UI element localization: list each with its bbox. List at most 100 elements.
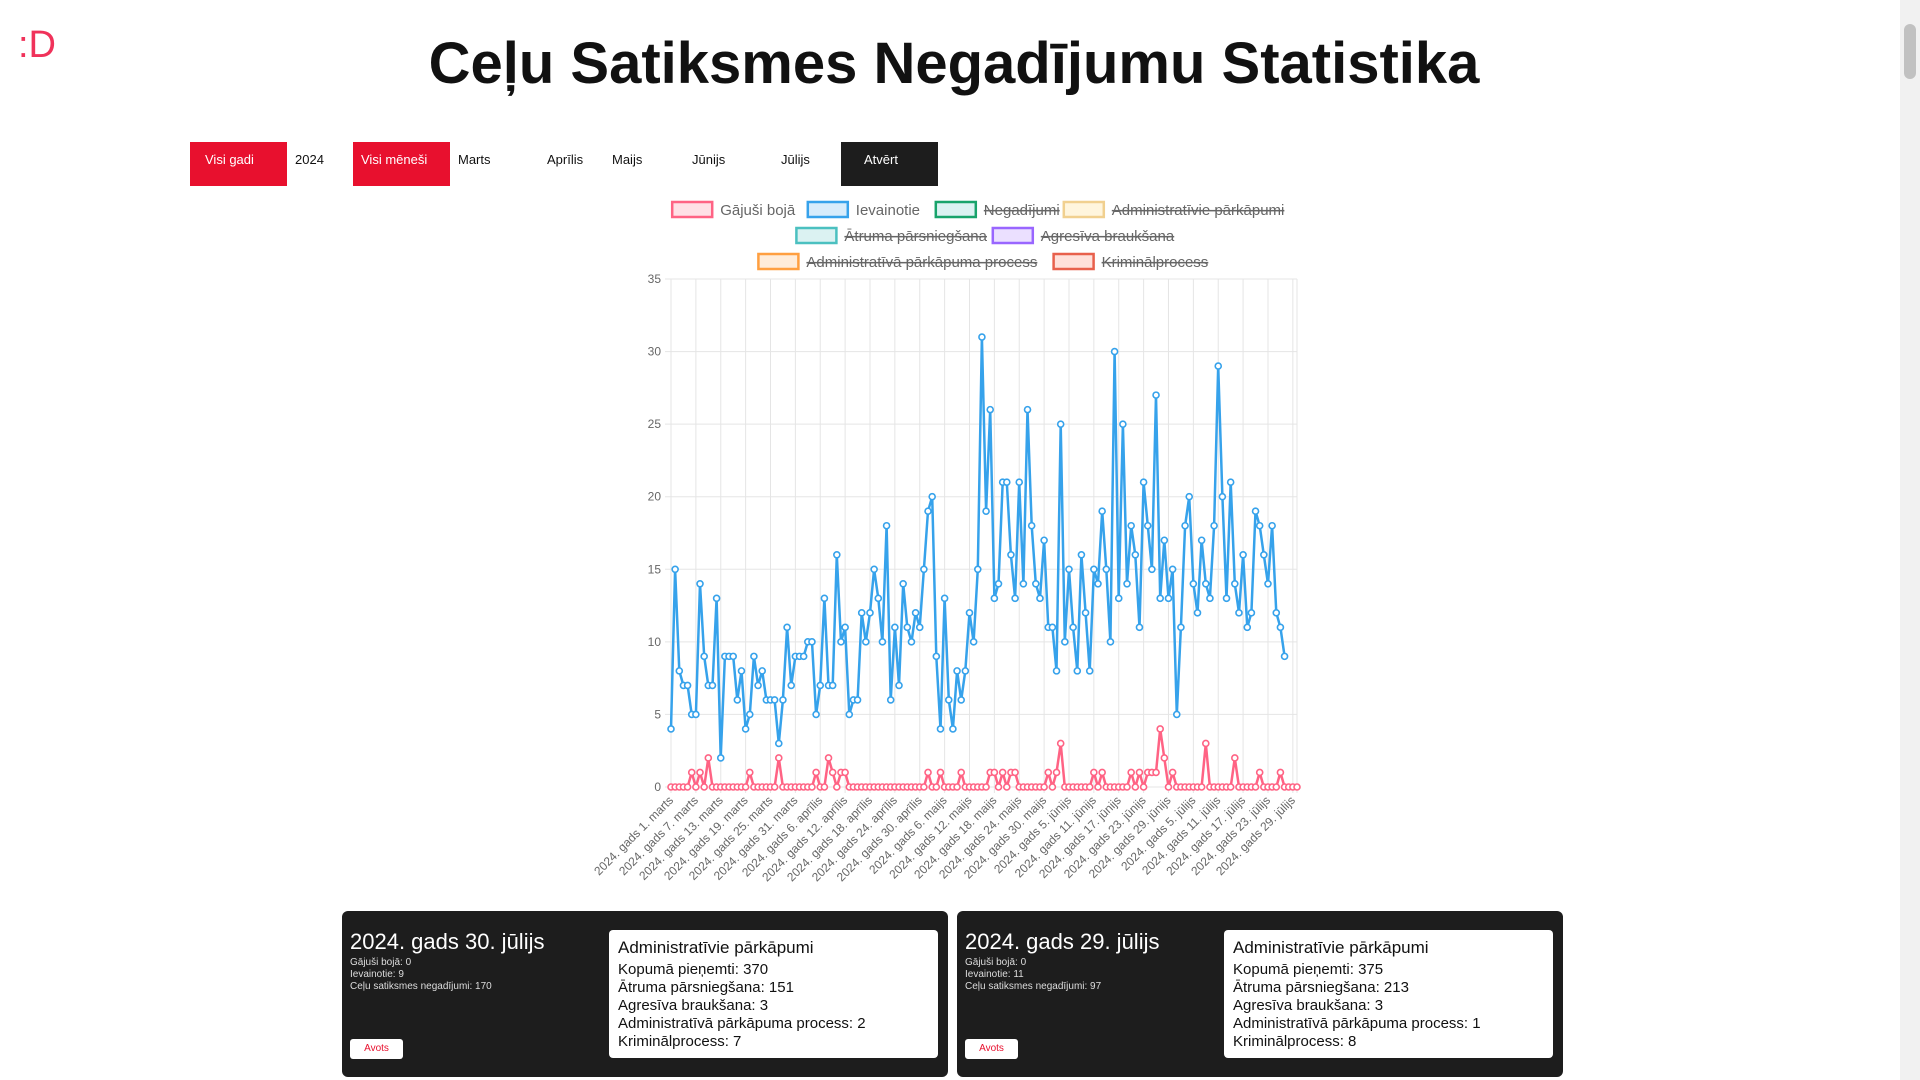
data-point (833, 550, 841, 559)
data-point (816, 681, 825, 690)
legend-swatch (1052, 252, 1095, 271)
y-tick-label: 10 (648, 635, 662, 649)
data-point (1276, 623, 1285, 632)
data-point (704, 754, 713, 762)
data-point (750, 652, 758, 661)
data-point (1052, 667, 1061, 675)
data-point (1044, 768, 1053, 777)
data-point (696, 768, 704, 777)
legend-label-1: Gājuši bojā (720, 202, 796, 219)
data-point (737, 667, 746, 675)
data-point (944, 696, 953, 704)
source-button[interactable]: Avots (965, 1039, 1018, 1059)
month-aprilis-button[interactable]: Aprīlis (547, 152, 584, 167)
source-button[interactable]: Avots (350, 1039, 403, 1059)
data-point (687, 768, 696, 777)
legend-swatch (670, 200, 714, 219)
card-accidents: Ceļu satiksmes negadījumi: 170 (350, 981, 492, 992)
year-2024-button[interactable]: 2024 (295, 152, 324, 167)
violations-speeding: Ātruma pārsniegšana: 213 (1233, 979, 1409, 996)
data-point (969, 638, 978, 646)
data-point (998, 768, 1007, 777)
y-tick-label: 5 (654, 707, 661, 721)
data-point (965, 609, 974, 617)
all-years-button[interactable]: Visi gadi (190, 142, 287, 186)
legend-label-7: Administratīvā pārkāpuma process (806, 254, 1037, 271)
legend-label-4: Administratīvie pārkāpumi (1112, 202, 1285, 219)
violations-title: Administratīvie pārkāpumi (1233, 938, 1429, 957)
legend-swatch (934, 200, 978, 219)
all-months-button[interactable]: Visi mēneši (353, 142, 450, 186)
data-point (745, 710, 754, 719)
data-point (1148, 565, 1156, 574)
data-point (1036, 594, 1044, 603)
month-marts-button[interactable]: Marts (458, 152, 491, 167)
data-point (833, 783, 841, 791)
violations-box: Administratīvie pārkāpumi Kopumā pieņemt… (1224, 930, 1553, 1058)
data-point (1164, 783, 1173, 791)
data-point (1197, 536, 1206, 545)
data-point (878, 638, 887, 646)
data-point (1094, 579, 1102, 588)
data-point (940, 594, 949, 603)
data-point (932, 783, 941, 791)
legend-label-6: Agresīva braukšana (1041, 228, 1175, 245)
data-point (982, 507, 990, 516)
data-point (1056, 420, 1065, 428)
data-point (741, 725, 750, 733)
card-summary: Gājuši bojā: 0 Ievainotie: 9 Ceļu satiks… (350, 957, 492, 993)
logo[interactable]: :D (18, 24, 56, 66)
data-point (841, 768, 849, 777)
data-point (824, 754, 833, 762)
scrollbar[interactable] (1900, 0, 1920, 1080)
data-point (716, 754, 725, 762)
data-point (708, 681, 717, 690)
data-point (1090, 768, 1098, 777)
y-tick-label: 0 (654, 780, 661, 794)
month-maijs-button[interactable]: Maijs (612, 152, 643, 167)
page-title: Ceļu Satiksmes Negadījumu Statistika (428, 31, 1480, 96)
data-point (692, 783, 700, 791)
data-point (741, 783, 750, 791)
month-junijs-button[interactable]: Jūnijs (692, 152, 726, 167)
violations-admin-process: Administratīvā pārkāpuma process: 1 (1233, 1015, 1481, 1032)
data-point (1272, 609, 1281, 617)
data-point (928, 492, 936, 501)
legend-swatch (1062, 200, 1106, 219)
card-injured: Ievainotie: 9 (350, 969, 404, 980)
data-point (828, 768, 837, 777)
data-point (1123, 579, 1131, 588)
data-point (1189, 579, 1198, 588)
data-point (841, 623, 849, 632)
data-point (1164, 594, 1173, 603)
data-point (1085, 667, 1094, 675)
data-point (1085, 783, 1094, 791)
data-point (787, 681, 796, 690)
data-point (1069, 623, 1077, 632)
data-point (700, 783, 708, 791)
open-button[interactable]: Atvērt (841, 142, 938, 186)
data-point (982, 783, 990, 791)
data-point (961, 667, 970, 675)
data-point (1243, 623, 1252, 632)
data-point (978, 333, 986, 341)
data-point (1007, 550, 1015, 559)
scrollbar-thumb[interactable] (1904, 24, 1916, 79)
violations-aggressive: Agresīva braukšana: 3 (618, 997, 769, 1014)
data-point (953, 783, 961, 791)
data-point (1048, 623, 1057, 632)
data-point (1210, 521, 1218, 530)
data-point (1123, 783, 1131, 791)
data-point (1264, 579, 1272, 588)
data-point (949, 725, 957, 733)
data-point (870, 565, 878, 574)
data-point (675, 667, 684, 675)
data-point (812, 768, 820, 777)
data-point (1131, 550, 1140, 559)
day-card-1: 2024. gads 30. jūlijs Gājuši bojā: 0 Iev… (342, 911, 948, 1077)
data-point (1197, 783, 1206, 791)
data-point (1201, 739, 1210, 748)
series-line-dead (671, 727, 1297, 789)
month-julijs-button[interactable]: Jūlijs (781, 152, 810, 167)
